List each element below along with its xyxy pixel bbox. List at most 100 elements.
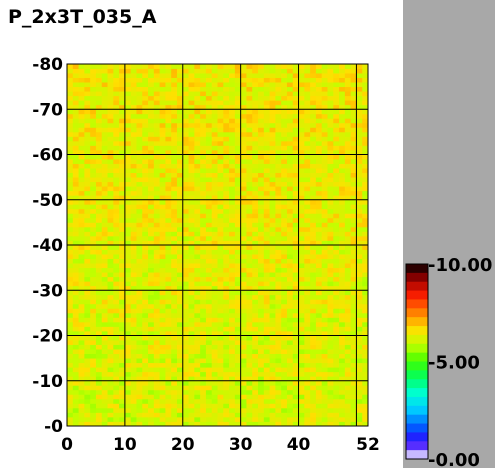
heatmap-cell xyxy=(286,217,294,223)
heatmap-cell xyxy=(130,64,137,69)
heatmap-cell xyxy=(269,95,276,101)
heatmap-cell xyxy=(142,258,149,264)
heatmap-cell xyxy=(281,208,288,214)
heatmap-cell xyxy=(148,385,155,391)
heatmap-cell xyxy=(310,172,317,178)
heatmap-cell xyxy=(205,358,213,364)
heatmap-cell xyxy=(252,416,259,422)
heatmap-cell xyxy=(281,245,288,250)
heatmap-cell xyxy=(124,353,132,359)
heatmap-cell xyxy=(90,421,97,427)
heatmap-cell xyxy=(84,235,91,241)
heatmap-cell xyxy=(194,281,201,287)
heatmap-cell xyxy=(356,235,363,241)
heatmap-cell xyxy=(113,312,120,318)
heatmap-cell xyxy=(275,326,282,332)
heatmap-cell xyxy=(90,272,97,278)
heatmap-cell xyxy=(182,330,189,336)
heatmap-cell xyxy=(101,77,108,83)
heatmap-cell xyxy=(304,213,311,219)
heatmap-cell xyxy=(281,340,288,345)
heatmap-cell xyxy=(344,204,352,210)
heatmap-cell xyxy=(217,285,224,291)
heatmap-cell xyxy=(130,299,137,305)
heatmap-cell xyxy=(101,136,108,142)
heatmap-cell xyxy=(211,389,218,395)
heatmap-cell xyxy=(200,317,207,323)
heatmap-cell xyxy=(67,245,74,250)
heatmap-cell xyxy=(315,281,323,287)
heatmap-cell xyxy=(194,73,201,78)
colorbar-swatch xyxy=(406,352,428,362)
heatmap-cell xyxy=(286,204,294,210)
heatmap-cell xyxy=(188,294,195,300)
heatmap-cell xyxy=(171,181,178,187)
heatmap-cell xyxy=(84,73,91,78)
colorbar-swatch xyxy=(406,388,428,398)
heatmap-cell xyxy=(130,213,137,219)
heatmap-cell xyxy=(356,321,363,327)
heatmap-cell xyxy=(124,276,132,282)
heatmap-cell xyxy=(229,199,236,205)
heatmap-cell xyxy=(292,118,299,124)
heatmap-cell xyxy=(107,154,114,160)
heatmap-cell xyxy=(275,109,282,115)
heatmap-cell xyxy=(292,376,299,382)
heatmap-cell xyxy=(292,258,299,264)
heatmap-cell xyxy=(182,272,189,278)
heatmap-cell xyxy=(171,317,178,323)
heatmap-cell xyxy=(327,308,334,314)
heatmap-cell xyxy=(119,290,126,296)
heatmap-cell xyxy=(246,113,253,119)
heatmap-cell xyxy=(165,362,172,368)
heatmap-cell xyxy=(67,104,74,110)
heatmap-cell xyxy=(315,294,323,300)
heatmap-cell xyxy=(119,199,126,205)
heatmap-cell xyxy=(200,127,207,133)
heatmap-cell xyxy=(362,64,369,69)
heatmap-cell xyxy=(205,104,213,110)
heatmap-cell xyxy=(72,136,79,142)
heatmap-cell xyxy=(339,136,346,142)
heatmap-cell xyxy=(194,398,201,404)
heatmap-cell xyxy=(159,177,166,183)
heatmap-cell xyxy=(200,416,207,422)
heatmap-cell xyxy=(229,226,236,232)
heatmap-cell xyxy=(165,199,172,205)
heatmap-cell xyxy=(234,168,242,173)
heatmap-cell xyxy=(275,222,282,228)
heatmap-cell xyxy=(72,131,79,137)
heatmap-cell xyxy=(350,95,357,101)
heatmap-cell xyxy=(333,240,340,246)
heatmap-cell xyxy=(124,222,132,228)
heatmap-cell xyxy=(258,349,265,354)
heatmap-cell xyxy=(252,91,259,97)
heatmap-cell xyxy=(107,353,114,359)
heatmap-cell xyxy=(136,421,143,427)
heatmap-cell xyxy=(333,68,340,74)
heatmap-cell xyxy=(124,394,132,400)
heatmap-cell xyxy=(269,349,276,354)
heatmap-cell xyxy=(246,303,253,309)
heatmap-cell xyxy=(90,294,97,300)
heatmap-cell xyxy=(229,172,236,178)
heatmap-cell xyxy=(310,109,317,115)
heatmap-cell xyxy=(205,82,213,88)
heatmap-cell xyxy=(333,104,340,110)
heatmap-cell xyxy=(292,104,299,110)
heatmap-cell xyxy=(142,272,149,278)
heatmap-cell xyxy=(223,317,230,323)
heatmap-cell xyxy=(67,145,74,151)
heatmap-cell xyxy=(217,64,224,69)
heatmap-cell xyxy=(252,136,259,142)
heatmap-cell xyxy=(321,403,328,409)
heatmap-cell xyxy=(217,100,224,106)
heatmap-cell xyxy=(258,285,265,291)
heatmap-cell xyxy=(350,100,357,106)
heatmap-cell xyxy=(286,412,294,418)
heatmap-cell xyxy=(223,312,230,318)
heatmap-cell xyxy=(327,335,334,341)
heatmap-cell xyxy=(148,317,155,323)
heatmap-cell xyxy=(310,140,317,146)
heatmap-cell xyxy=(350,299,357,305)
